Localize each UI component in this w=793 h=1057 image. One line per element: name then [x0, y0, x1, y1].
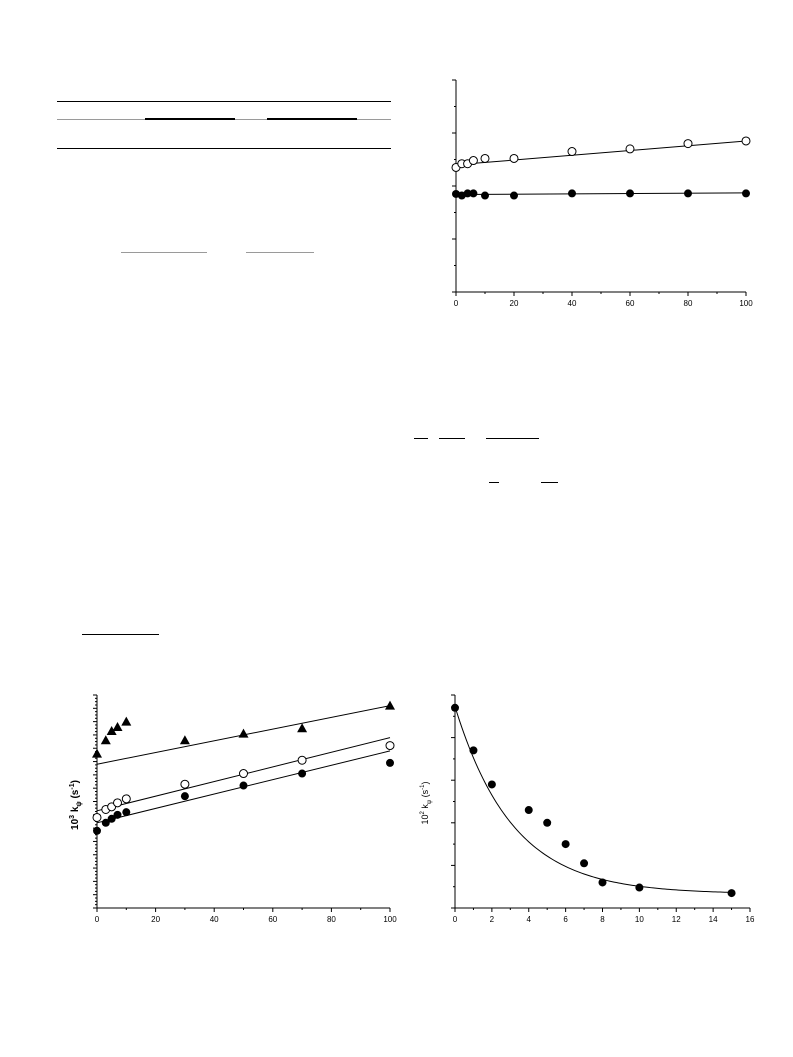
data-point-triangle: [121, 716, 132, 726]
chart-bottom-left: 103 kψ (s-1) 0 20 40 60 80 100: [69, 694, 397, 924]
data-point-triangle: [385, 700, 395, 710]
data-point-open-circle: [741, 136, 751, 146]
data-point-open-circle: [567, 147, 577, 157]
x-tick-label: 10: [635, 915, 644, 924]
data-point-triangle: [297, 723, 308, 733]
data-point-triangle: [179, 735, 190, 745]
x-tick-label: 4: [527, 915, 532, 924]
data-point-filled-circle: [239, 781, 248, 790]
data-point-filled-circle: [487, 780, 496, 789]
x-tick-label: 14: [709, 915, 718, 924]
equation-fraction-bar: [486, 438, 539, 439]
x-tick-label: 6: [563, 915, 568, 924]
chart-top-right: 0 20 40 60 80 100: [451, 79, 753, 308]
table-group-rule-2: [267, 118, 357, 120]
data-point-open-circle: [385, 741, 395, 751]
data-point-filled-circle: [180, 792, 189, 801]
x-tick-label: 60: [268, 915, 277, 924]
data-point-filled-circle: [742, 189, 750, 198]
equation-fraction-bar: [439, 438, 465, 439]
data-point-filled-circle: [93, 826, 101, 835]
table-group-rule-1: [145, 118, 235, 120]
data-point-triangle: [112, 721, 123, 731]
data-point-open-circle: [113, 798, 123, 808]
data-point-filled-circle: [727, 889, 736, 898]
data-point-filled-circle: [469, 746, 478, 755]
fit-line: [455, 192, 747, 195]
data-point-filled-circle: [543, 818, 552, 827]
data-point-triangle: [92, 748, 102, 758]
x-tick-label: 12: [672, 915, 681, 924]
data-point-filled-circle: [568, 189, 576, 198]
x-tick-label: 20: [510, 299, 519, 308]
table-bottom-rule: [57, 148, 391, 149]
data-point-open-circle: [468, 156, 478, 166]
table-top-rule: [57, 101, 391, 102]
x-tick-label: 100: [383, 915, 397, 924]
fit-curve: [454, 706, 732, 893]
data-point-open-circle: [92, 812, 102, 822]
data-point-filled-circle: [684, 189, 692, 198]
x-tick-label: 0: [454, 299, 459, 308]
footnote-rule: [82, 634, 159, 635]
equation-fraction-bar: [541, 482, 558, 483]
data-point-filled-circle: [561, 840, 570, 849]
data-point-filled-circle: [298, 769, 307, 778]
data-point-filled-circle: [101, 818, 110, 827]
data-point-filled-circle: [481, 191, 489, 200]
data-point-filled-circle: [386, 758, 394, 767]
data-point-open-circle: [180, 779, 190, 789]
x-tick-label: 60: [626, 299, 635, 308]
data-point-triangle: [106, 725, 117, 735]
x-tick-label: 0: [95, 915, 100, 924]
data-point-open-circle: [625, 144, 635, 154]
data-point-filled-circle: [626, 189, 634, 198]
equation-fraction-bar: [246, 252, 314, 253]
data-point-filled-circle: [469, 189, 478, 198]
data-point-filled-circle: [598, 878, 607, 887]
x-tick-label: 16: [746, 915, 755, 924]
data-point-triangle: [100, 735, 111, 745]
data-point-filled-circle: [107, 814, 116, 823]
x-tick-label: 2: [490, 915, 495, 924]
data-point-open-circle: [121, 794, 131, 804]
data-point-filled-circle: [113, 810, 122, 819]
equation-fraction-bar: [121, 252, 207, 253]
data-point-filled-circle: [635, 883, 644, 892]
data-point-filled-circle: [510, 191, 518, 200]
y-axis-label: 102 kψ (s-1): [420, 782, 433, 825]
x-tick-label: 40: [210, 915, 219, 924]
y-axis-label: 103 kψ (s-1): [69, 780, 83, 830]
fit-line: [455, 140, 747, 166]
x-tick-label: 100: [739, 299, 753, 308]
x-tick-label: 40: [568, 299, 577, 308]
data-point-filled-circle: [122, 808, 131, 817]
data-point-triangle: [238, 728, 249, 738]
data-point-open-circle: [683, 139, 693, 149]
data-point-filled-circle: [580, 859, 589, 868]
equation-fraction-bar: [414, 438, 428, 439]
data-point-open-circle: [239, 769, 248, 779]
x-tick-label: 8: [600, 915, 605, 924]
x-tick-label: 80: [684, 299, 693, 308]
data-point-open-circle: [297, 755, 307, 765]
data-point-filled-circle: [524, 806, 533, 815]
data-point-filled-circle: [463, 189, 472, 198]
x-tick-label: 80: [327, 915, 336, 924]
data-point-open-circle: [509, 153, 519, 163]
equation-fraction-bar: [489, 482, 499, 483]
x-tick-label: 20: [151, 915, 160, 924]
chart-bottom-right: 102 kψ (s-1) 0 2 4 6 8 10 12 14 16: [420, 694, 755, 924]
data-point-filled-circle: [451, 703, 459, 712]
x-tick-label: 0: [453, 915, 458, 924]
data-point-open-circle: [480, 153, 490, 163]
